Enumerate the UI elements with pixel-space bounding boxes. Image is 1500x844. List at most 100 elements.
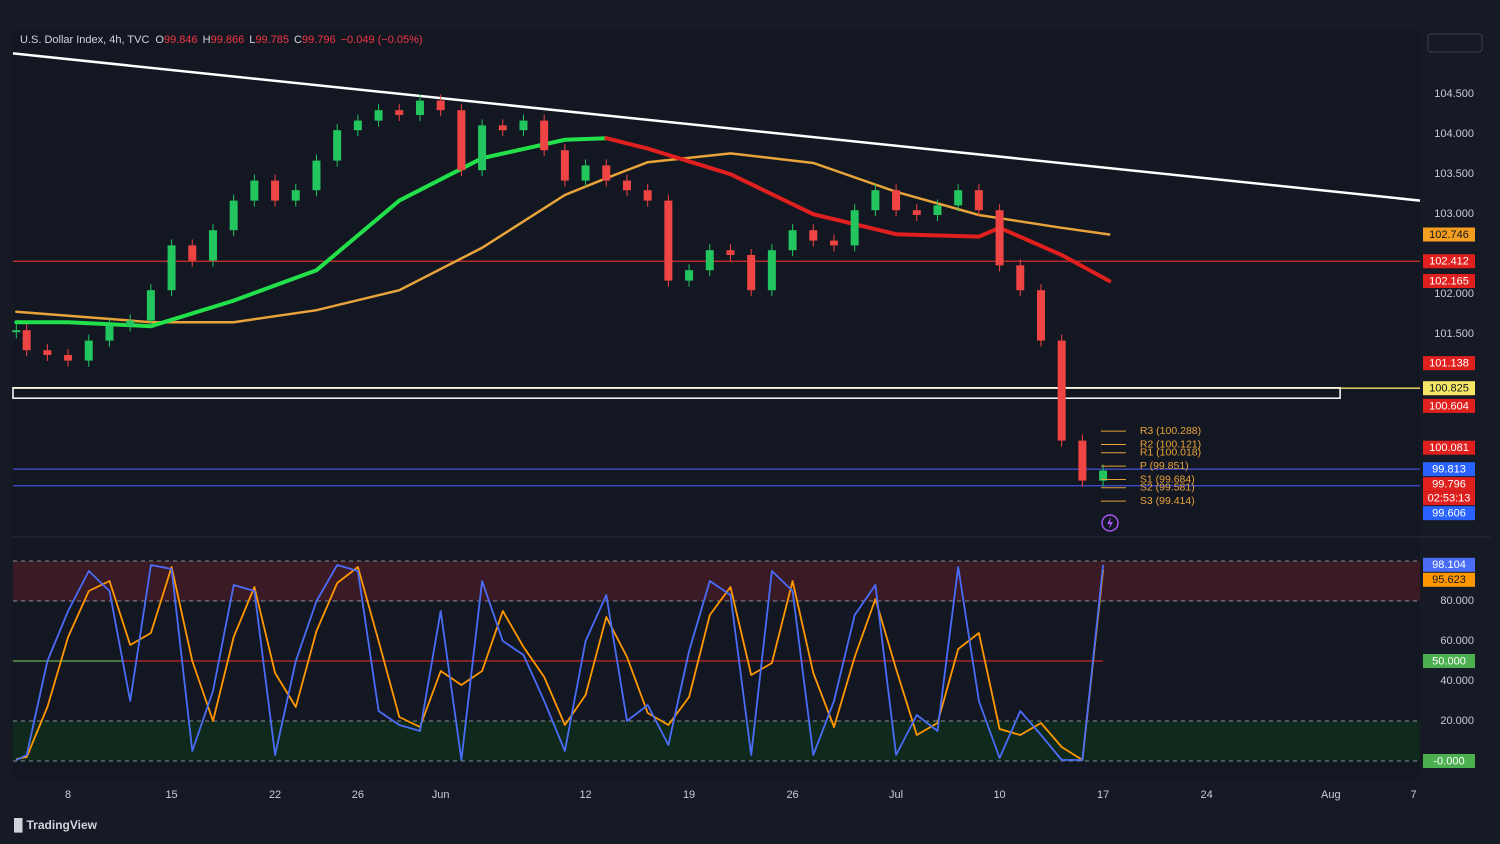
price-label: 100.604 [1429, 400, 1469, 412]
ohlc-key: O [155, 34, 164, 46]
candle [829, 240, 838, 246]
x-tick-label: 22 [269, 789, 281, 801]
candle [788, 230, 797, 251]
price-label: 99.813 [1432, 464, 1466, 476]
candle [995, 210, 1004, 266]
candle [643, 190, 652, 201]
price-label: 99.796 [1432, 479, 1466, 491]
price-label-box [1423, 356, 1475, 371]
price-label-box [1423, 477, 1475, 492]
price-label-box [1423, 254, 1475, 269]
candle [767, 250, 776, 291]
x-tick-label: 7 [1411, 789, 1417, 801]
candle [146, 290, 155, 321]
candle [622, 180, 631, 191]
candle [726, 250, 735, 255]
x-tick-label: 24 [1200, 789, 1212, 801]
candle [602, 165, 611, 181]
candle [540, 120, 549, 151]
price-label: 101.138 [1429, 358, 1469, 370]
pivot-label: S2 (99.581) [1140, 482, 1195, 494]
moving-average [14, 136, 609, 329]
settings-box[interactable] [1427, 33, 1483, 53]
candle [933, 205, 942, 215]
candle [43, 350, 52, 355]
price-label-box [1423, 506, 1475, 521]
x-tick-label: 26 [786, 789, 798, 801]
countdown-box [1423, 491, 1475, 506]
candle [208, 230, 217, 261]
candle [1099, 470, 1108, 481]
candle [229, 200, 238, 231]
candle [353, 120, 362, 131]
candle [84, 340, 93, 361]
brand-name: TradingView [26, 818, 97, 832]
candle [312, 160, 321, 191]
price-label-box [1423, 440, 1475, 455]
pivot-label: R3 (100.288) [1140, 425, 1201, 437]
candle [167, 245, 176, 291]
price-label-box [1423, 462, 1475, 477]
legend-header: U.S. Dollar Index, 4h, TVC O99.846 H99.866… [20, 34, 428, 46]
ohlc-key: H [202, 34, 211, 46]
ohlc-key: L [249, 34, 256, 46]
lightning-icon [1101, 514, 1119, 532]
pivot-label: R2 (100.121) [1140, 438, 1201, 450]
candle [291, 190, 300, 201]
ohlc-value: 99.846 [163, 34, 198, 46]
x-tick-label: 15 [165, 789, 177, 801]
change: −0.049 (−0.05%) [340, 34, 423, 46]
candle [374, 110, 383, 121]
mid-level-label-box [1423, 654, 1475, 668]
candle [809, 230, 818, 241]
pivot-label: S3 (99.414) [1140, 495, 1195, 507]
countdown: 02:53:13 [1428, 493, 1471, 505]
candle [105, 325, 114, 341]
candle [581, 165, 590, 181]
last-value-label-box [1423, 572, 1475, 587]
candle [250, 180, 259, 201]
price-label: 102.165 [1429, 275, 1469, 287]
candle [126, 320, 135, 326]
oscillator-line [16, 566, 1104, 761]
candle [974, 190, 983, 211]
candle [519, 120, 528, 131]
floor-label: -0.000 [1433, 755, 1464, 767]
candle [1057, 340, 1066, 441]
candle [705, 250, 714, 271]
y-tick-label: 60.000 [1440, 635, 1474, 647]
y-tick-label: 20.000 [1440, 715, 1474, 727]
y-tick-label: 80.000 [1440, 595, 1474, 607]
candle [12, 330, 21, 333]
last-value-label-box [1423, 557, 1475, 572]
x-tick-label: 12 [579, 789, 591, 801]
candle [747, 255, 756, 291]
x-tick-label: Jun [432, 789, 450, 801]
candle [436, 100, 445, 111]
last-value-label: 95.623 [1432, 574, 1466, 586]
price-label: 102.746 [1429, 229, 1469, 241]
candle [188, 245, 197, 261]
zone [12, 387, 1341, 399]
symbol: U.S. Dollar Index, 4h, TVC [20, 34, 150, 46]
y-tick-label: 102.000 [1434, 288, 1474, 300]
candle [395, 110, 404, 115]
candle [498, 125, 507, 131]
mid-level-label: 50.000 [1432, 655, 1466, 667]
brand: █ TradingView [14, 818, 97, 832]
price-label: 100.825 [1429, 383, 1469, 395]
candle [1016, 265, 1025, 291]
ohlc-key: C [294, 34, 302, 46]
candle [271, 180, 280, 201]
x-tick-label: Aug [1321, 789, 1341, 801]
x-tick-label: 8 [65, 789, 71, 801]
candle [912, 210, 921, 215]
candle [1078, 440, 1087, 481]
candle [892, 190, 901, 211]
candle [871, 190, 880, 211]
candle [333, 130, 342, 161]
candle [22, 330, 31, 351]
floor-label-box [1423, 754, 1475, 768]
y-tick-label: 101.500 [1434, 328, 1474, 340]
